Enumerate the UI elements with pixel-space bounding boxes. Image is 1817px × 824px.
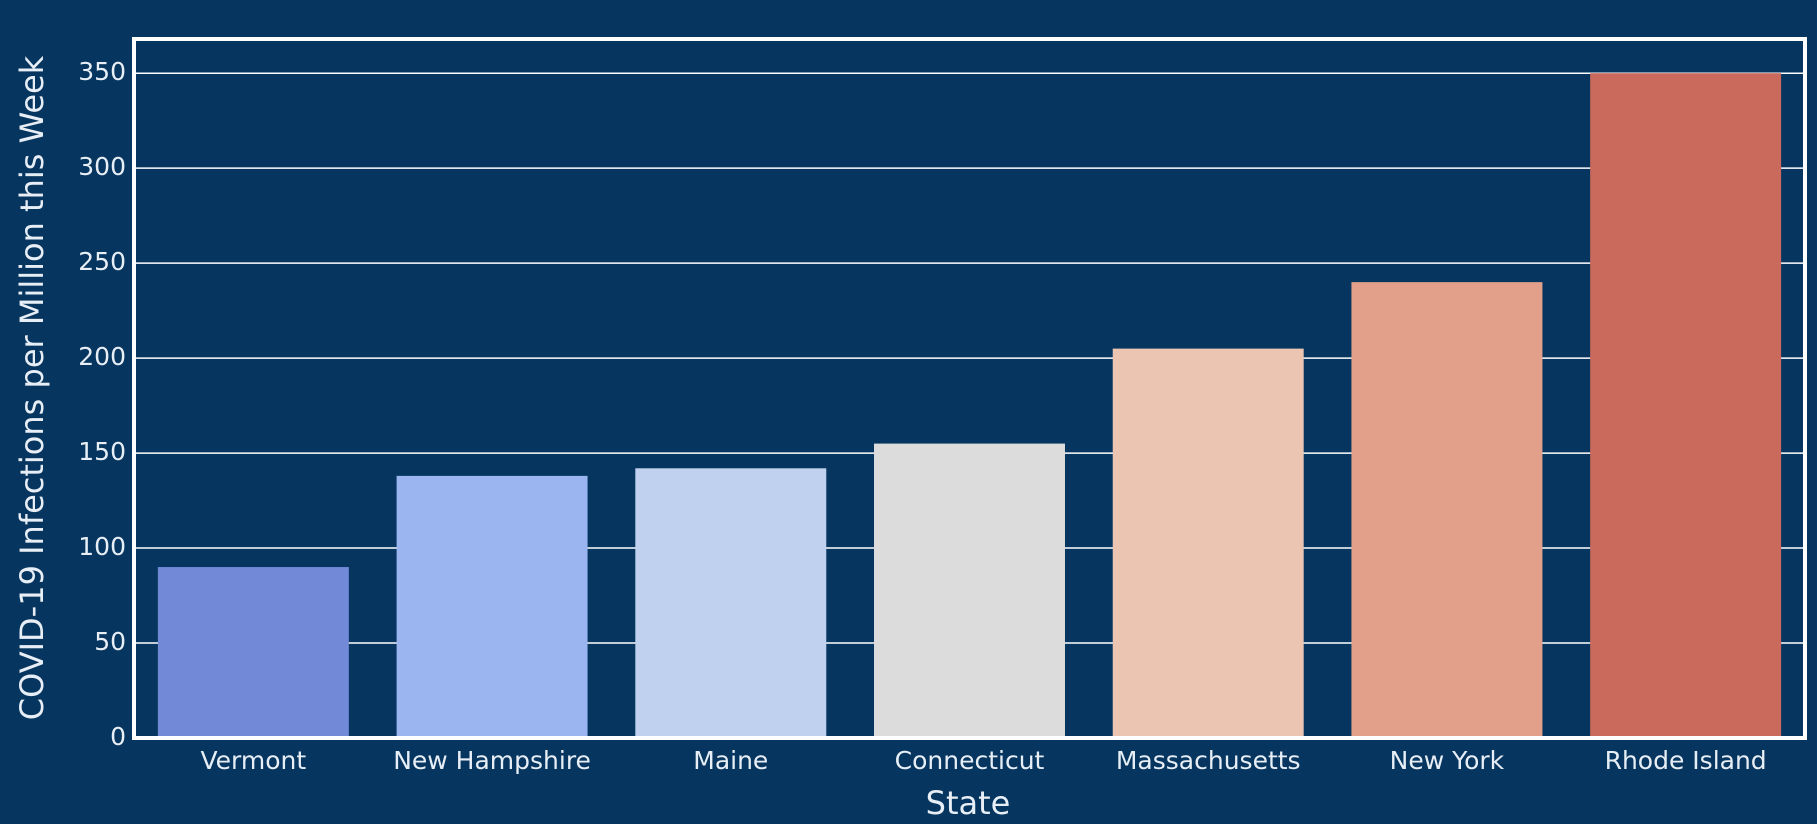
x-tick-label: Rhode Island [1605, 746, 1767, 775]
plot-frame [132, 37, 1807, 740]
y-tick-label: 350 [78, 57, 126, 86]
bar [157, 567, 349, 738]
y-tick-label: 300 [78, 152, 126, 181]
x-tick-label: Vermont [201, 746, 307, 775]
x-tick-label: Connecticut [895, 746, 1045, 775]
x-tick-label: Massachusetts [1116, 746, 1301, 775]
bar [1112, 348, 1304, 738]
y-tick-label: 50 [94, 627, 126, 656]
bar [396, 475, 588, 738]
x-tick-label: New Hampshire [393, 746, 591, 775]
y-tick-label: 200 [78, 342, 126, 371]
y-tick-label: 250 [78, 247, 126, 276]
x-tick-label: Maine [693, 746, 768, 775]
x-axis-label: State [926, 784, 1011, 822]
y-axis-label: COVID-19 Infections per Million this Wee… [13, 55, 51, 720]
x-tick-label: New York [1390, 746, 1505, 775]
bar [635, 468, 827, 738]
y-tick-label: 100 [78, 532, 126, 561]
bar [1351, 282, 1543, 738]
bar [874, 443, 1065, 738]
bar [1590, 73, 1782, 739]
y-tick-label: 0 [110, 722, 126, 751]
y-tick-label: 150 [78, 437, 126, 466]
